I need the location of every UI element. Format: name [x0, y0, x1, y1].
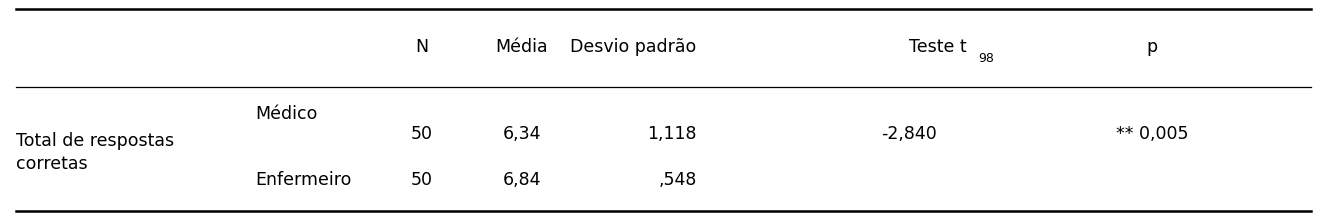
Text: 1,118: 1,118 [648, 125, 697, 143]
Text: ** 0,005: ** 0,005 [1116, 125, 1188, 143]
Text: 98: 98 [978, 52, 994, 65]
Text: Desvio padrão: Desvio padrão [571, 38, 697, 56]
Text: p: p [1147, 38, 1157, 56]
Text: 50: 50 [411, 171, 433, 189]
Text: 6,34: 6,34 [502, 125, 541, 143]
Text: -2,840: -2,840 [881, 125, 937, 143]
Text: 6,84: 6,84 [502, 171, 541, 189]
Text: Médico: Médico [255, 106, 317, 123]
Text: N: N [415, 38, 429, 56]
Text: Média: Média [495, 38, 548, 56]
Text: Total de respostas
corretas: Total de respostas corretas [16, 132, 174, 173]
Text: 50: 50 [411, 125, 433, 143]
Text: Teste t: Teste t [909, 38, 966, 56]
Text: Enfermeiro: Enfermeiro [255, 171, 352, 189]
Text: ,548: ,548 [658, 171, 697, 189]
